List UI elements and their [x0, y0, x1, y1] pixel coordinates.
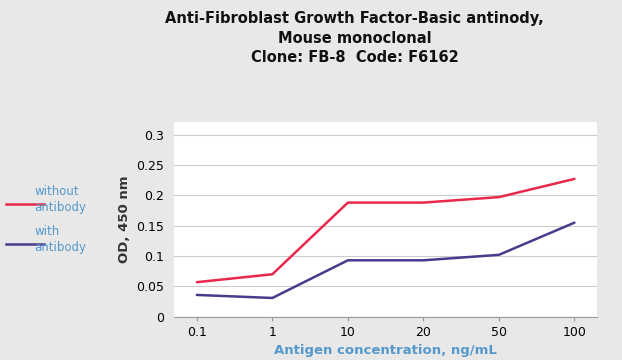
Text: without
antibody: without antibody — [34, 185, 86, 214]
Text: with
antibody: with antibody — [34, 225, 86, 254]
X-axis label: Antigen concentration, ng/mL: Antigen concentration, ng/mL — [274, 345, 497, 357]
Text: Anti-Fibroblast Growth Factor-Basic antinody,
Mouse monoclonal
Clone: FB-8  Code: Anti-Fibroblast Growth Factor-Basic anti… — [165, 11, 544, 66]
Y-axis label: OD, 450 nm: OD, 450 nm — [118, 176, 131, 264]
